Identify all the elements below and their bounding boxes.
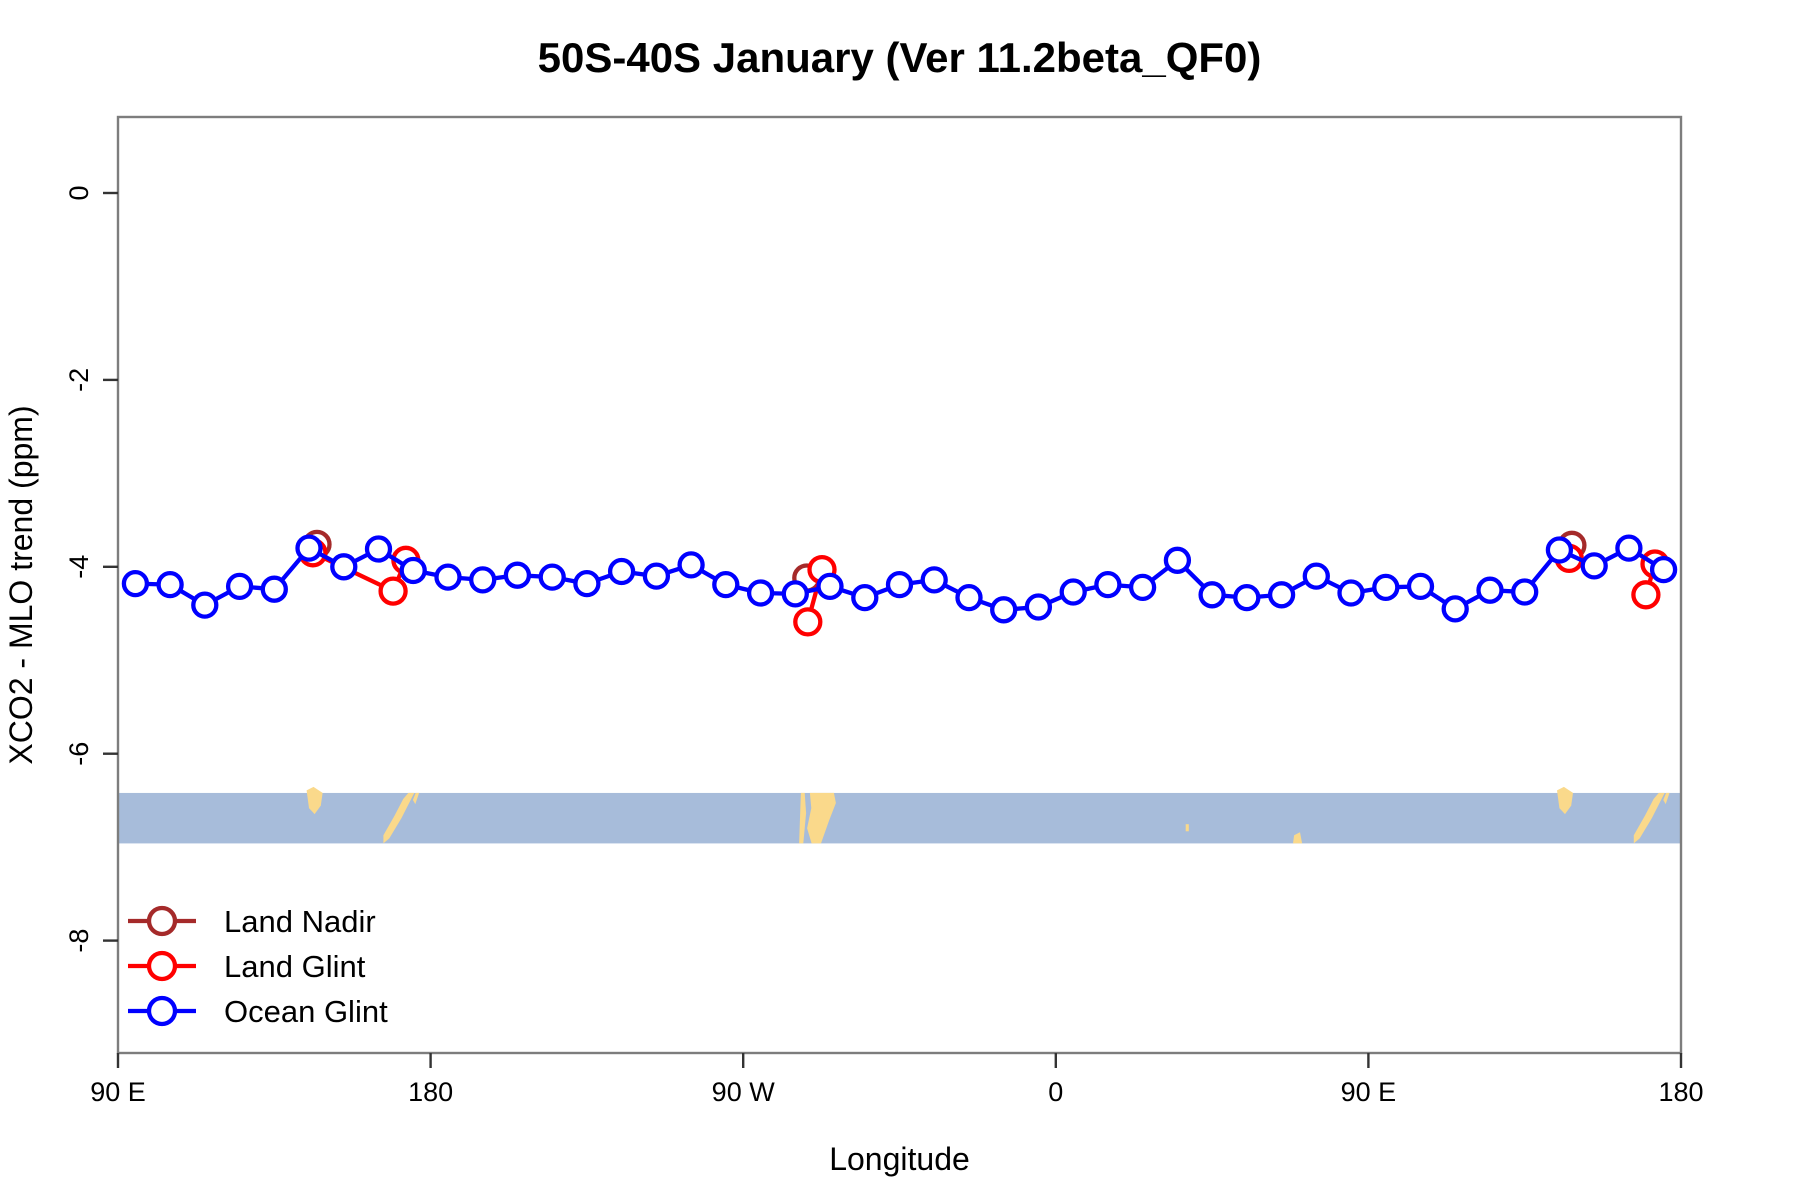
data-point bbox=[538, 563, 566, 591]
data-point bbox=[156, 570, 184, 599]
data-point bbox=[1372, 573, 1400, 602]
data-point bbox=[1631, 580, 1661, 610]
land-patch-new-zealand bbox=[412, 792, 420, 805]
legend-label: Land Glint bbox=[224, 949, 366, 984]
x-tick-label: 0 bbox=[1048, 1077, 1063, 1107]
data-point bbox=[851, 583, 879, 612]
data-point bbox=[781, 580, 809, 608]
data-point bbox=[920, 566, 948, 594]
data-point bbox=[607, 557, 636, 586]
x-tick-label: 180 bbox=[1658, 1077, 1703, 1107]
series-layer bbox=[121, 529, 1678, 637]
land-patch-south-america bbox=[799, 792, 807, 844]
data-point bbox=[712, 570, 740, 599]
data-point bbox=[642, 562, 671, 590]
legend-label: Ocean Glint bbox=[224, 994, 388, 1029]
land-patch-tasmania bbox=[1557, 786, 1573, 815]
land-patch-tasmania bbox=[306, 786, 323, 815]
data-point bbox=[1337, 579, 1365, 607]
data-point bbox=[1649, 555, 1678, 584]
data-point bbox=[1128, 573, 1157, 602]
y-tick-label: -2 bbox=[64, 368, 94, 392]
x-tick-label: 90 E bbox=[90, 1077, 146, 1107]
data-point bbox=[1406, 572, 1435, 601]
data-point bbox=[573, 569, 601, 598]
legend: Land Nadir Land Glint Ocean Glint bbox=[128, 904, 388, 1029]
legend-marker-circle-icon bbox=[146, 950, 178, 982]
legend-item-land-glint: Land Glint bbox=[128, 949, 366, 984]
data-point bbox=[399, 556, 427, 585]
data-point bbox=[1476, 576, 1504, 604]
y-tick-label: 0 bbox=[64, 185, 94, 200]
data-point bbox=[1233, 583, 1261, 612]
legend-item-land-nadir: Land Nadir bbox=[128, 904, 376, 939]
data-point bbox=[793, 607, 823, 637]
plot-border bbox=[116, 115, 1683, 1055]
data-point bbox=[1059, 578, 1087, 606]
data-point bbox=[746, 579, 775, 607]
data-point bbox=[1545, 536, 1574, 564]
y-tick-label: -8 bbox=[64, 929, 94, 953]
data-point bbox=[469, 566, 497, 594]
data-point bbox=[434, 563, 462, 591]
data-point bbox=[295, 534, 323, 562]
land-patch-new-zealand bbox=[1633, 792, 1665, 844]
x-axis-label: Longitude bbox=[829, 1141, 970, 1177]
data-point bbox=[225, 572, 254, 601]
data-point bbox=[1615, 534, 1643, 562]
data-point bbox=[1198, 581, 1226, 609]
land-patch-south-america bbox=[807, 792, 836, 844]
y-axis-label: XCO2 - MLO trend (ppm) bbox=[3, 405, 39, 764]
data-point bbox=[990, 596, 1018, 624]
data-point bbox=[330, 553, 358, 581]
legend-marker-circle-icon bbox=[146, 995, 178, 1027]
data-point bbox=[885, 570, 914, 599]
data-point bbox=[1024, 593, 1053, 621]
x-tick-label: 180 bbox=[408, 1077, 453, 1107]
land-patch-prince-edward-island bbox=[1185, 824, 1189, 832]
land-patch-kerguelen-island bbox=[1293, 832, 1303, 844]
x-tick-label: 90 E bbox=[1341, 1077, 1397, 1107]
legend-item-ocean-glint: Ocean Glint bbox=[128, 994, 388, 1029]
data-point bbox=[191, 591, 219, 619]
land-patch-new-zealand bbox=[1663, 792, 1670, 805]
chart-title: 50S-40S January (Ver 11.2beta_QF0) bbox=[538, 34, 1262, 81]
data-point bbox=[260, 575, 288, 603]
data-point bbox=[1267, 581, 1296, 609]
x-tick-label: 90 W bbox=[712, 1077, 776, 1107]
land-patch-new-zealand bbox=[383, 792, 415, 844]
map-strip-ocean bbox=[118, 792, 1681, 844]
data-point bbox=[378, 576, 408, 606]
data-point bbox=[677, 551, 705, 579]
data-point bbox=[1511, 578, 1539, 606]
data-point bbox=[955, 583, 983, 612]
data-point bbox=[503, 561, 532, 589]
map-strip bbox=[118, 786, 1681, 844]
data-point bbox=[1580, 552, 1608, 580]
data-point bbox=[1163, 546, 1192, 574]
data-point bbox=[1441, 595, 1469, 623]
legend-marker-circle-icon bbox=[146, 905, 178, 937]
data-point bbox=[364, 535, 393, 563]
axes: 90 E 180 90 W 0 90 E 180 0 -2 -4 -6 -8 bbox=[64, 185, 1704, 1107]
data-point bbox=[1302, 562, 1330, 590]
y-tick-label: -4 bbox=[64, 555, 94, 579]
data-point bbox=[1094, 570, 1122, 599]
y-tick-label: -6 bbox=[64, 742, 94, 766]
legend-label: Land Nadir bbox=[224, 904, 376, 939]
series-ocean-glint bbox=[121, 534, 1678, 624]
data-point bbox=[121, 569, 150, 598]
data-point bbox=[816, 572, 844, 601]
